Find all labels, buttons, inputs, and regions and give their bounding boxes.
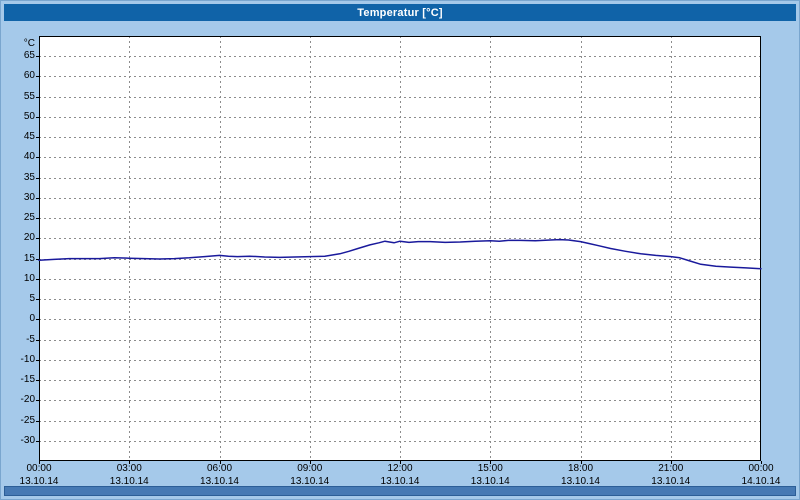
plot-border [39,36,761,461]
y-tick-label: 40 [23,151,35,163]
x-tick-time-label: 18:00 [567,463,594,474]
horizontal-scrollbar[interactable] [4,486,796,496]
y-tick-label: 50 [23,110,35,122]
y-tick-label: 45 [23,131,35,143]
y-tick-label: -25 [20,414,35,426]
y-tick-label: -15 [20,374,35,386]
x-tick-time-label: 03:00 [116,463,142,474]
x-tick-date-label: 13.10.14 [470,476,510,487]
y-tick-label: 10 [23,272,35,284]
y-tick-label: -20 [20,394,35,406]
y-tick-label: 35 [23,171,35,183]
x-tick-date-label: 13.10.14 [109,476,149,487]
x-tick-time-label: 09:00 [297,463,323,474]
y-tick-label: 20 [23,232,35,244]
y-tick-label: 55 [23,90,35,102]
x-tick-time-label: 21:00 [658,463,684,474]
y-tick-label: 15 [23,252,35,264]
x-tick-date-label: 13.10.14 [200,476,239,487]
x-tick-time-label: 12:00 [387,463,413,474]
x-tick-date-label: 13.10.14 [651,476,691,487]
y-tick-label: -30 [20,434,35,446]
temperature-line [38,238,762,270]
x-tick-date-label: 13.10.14 [19,476,59,487]
chart-title: Temperatur [°C] [357,6,443,19]
x-tick-date-label: 13.10.14 [290,476,330,487]
grid-lines [39,36,761,461]
y-tick-label: -5 [26,333,35,345]
axis-ticks [36,56,762,464]
y-tick-label: 0 [29,313,35,325]
x-tick-date-label: 13.10.14 [380,476,420,487]
x-tick-time-label: 15:00 [477,463,503,474]
x-tick-time-label: 00:00 [748,463,774,474]
y-tick-label: 30 [23,191,35,203]
window-titlebar: Temperatur [°C] [4,4,796,21]
y-tick-label: -10 [20,353,35,365]
y-tick-label: 25 [23,212,35,224]
y-tick-label: 60 [23,70,35,82]
x-tick-time-label: 06:00 [206,463,233,474]
y-tick-label: 5 [29,293,35,305]
y-tick-label: 65 [23,50,35,62]
x-tick-date-label: 13.10.14 [561,476,600,487]
x-tick-time-label: 00:00 [26,463,52,474]
y-axis-unit: °C [23,38,35,49]
x-tick-date-label: 14.10.14 [741,476,781,487]
